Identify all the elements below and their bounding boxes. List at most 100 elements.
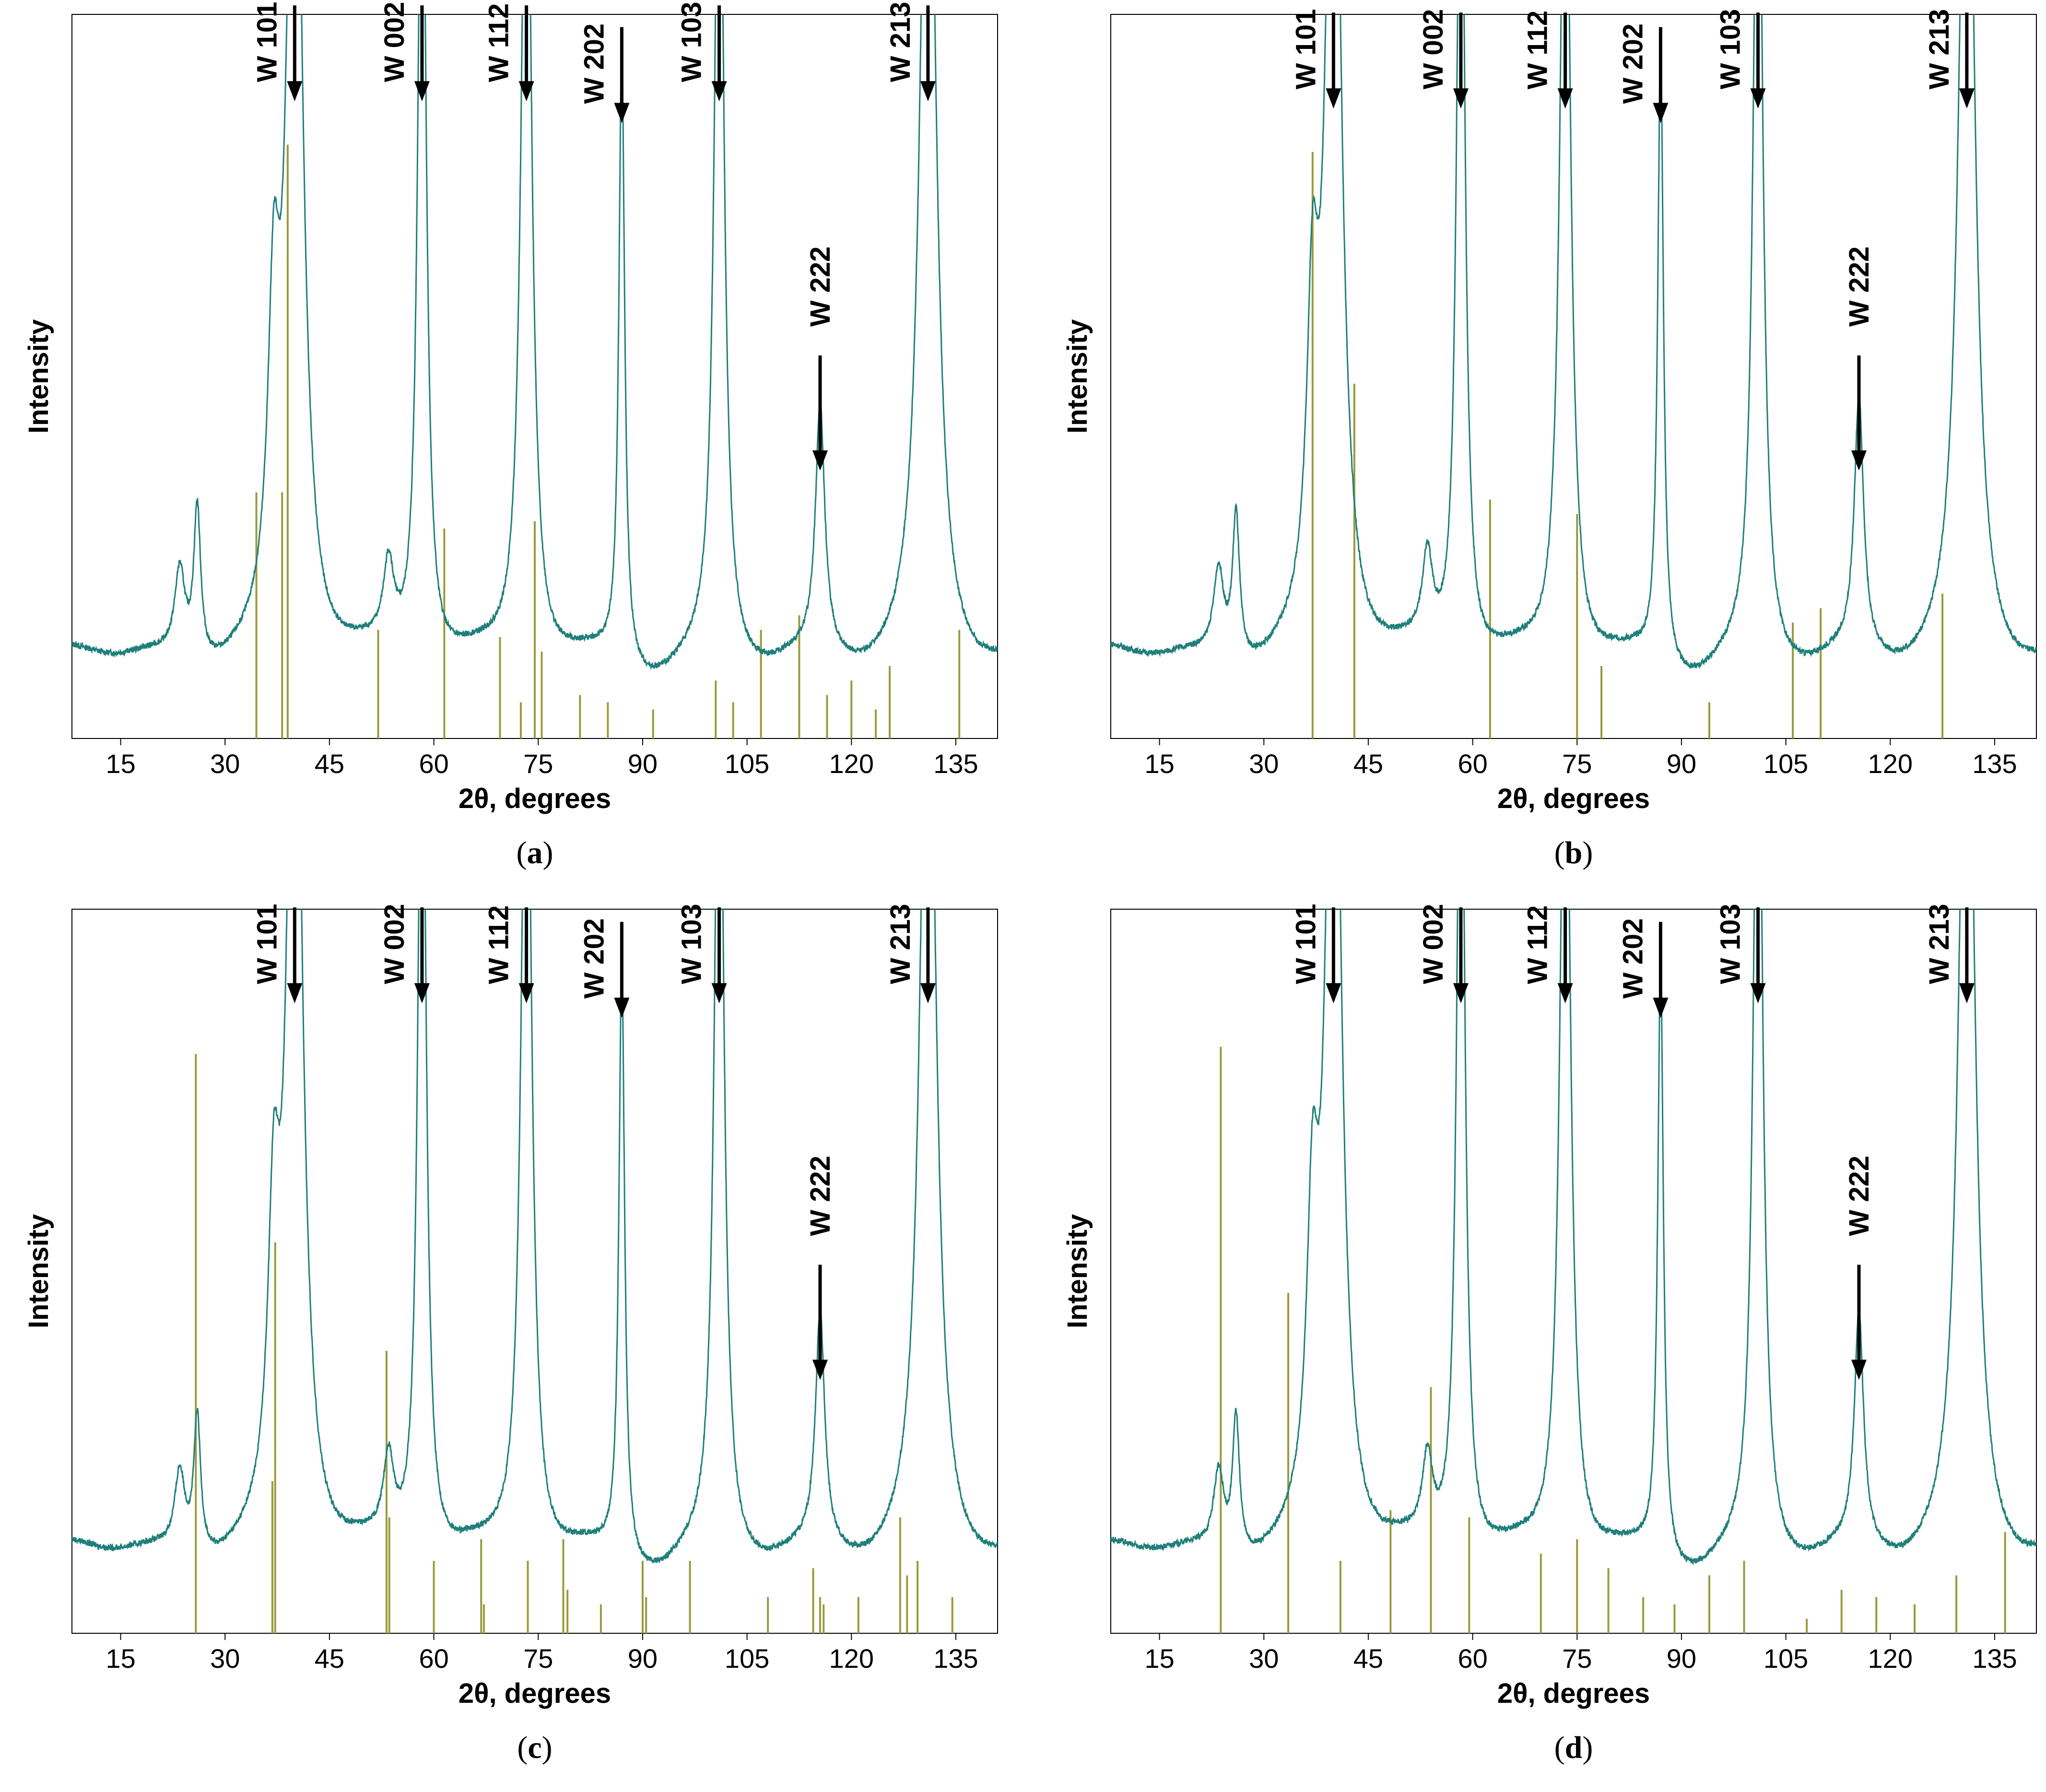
arrow-head <box>812 450 828 471</box>
caption-letter: a <box>527 835 543 870</box>
x-tick-label: 60 <box>1458 749 1487 779</box>
peak-annotation-w-213: W 213 <box>885 2 936 102</box>
chart-panel-b: 15 30 45 60 75 90 105 120 135 2θ, degrees Intensit… <box>1039 0 2046 897</box>
peak-label: W 112 <box>483 3 515 82</box>
arrow-head <box>414 983 430 1004</box>
x-tick-label: 135 <box>933 1643 978 1674</box>
peak-label: W 002 <box>1418 904 1449 984</box>
x-tick-label: 30 <box>210 749 240 779</box>
arrow-head <box>920 983 936 1004</box>
x-tick-label: 60 <box>419 1643 448 1674</box>
y-axis-label: Intensity <box>1062 1214 1093 1329</box>
peak-annotation-w-112: W 112 <box>1522 11 1573 109</box>
peak-annotation-w-112: W 112 <box>1522 905 1573 1004</box>
peak-label: W 202 <box>1617 918 1648 999</box>
peak-label: W 202 <box>1617 23 1648 104</box>
peak-label: W 002 <box>379 2 410 82</box>
x-tick-label: 15 <box>106 749 135 779</box>
arrow-head <box>1959 88 1975 109</box>
peak-label: W 101 <box>1290 904 1321 984</box>
x-tick-label: 135 <box>933 749 978 779</box>
x-tick-label: 30 <box>1249 749 1279 779</box>
chart-panel-d: 15 30 45 60 75 90 105 120 135 2θ, degrees Intensit… <box>1039 895 2046 1792</box>
x-axis-label: 2θ, degrees <box>459 1678 611 1709</box>
x-axis-label: 2θ, degrees <box>459 783 611 814</box>
arrow-head <box>518 81 534 102</box>
plot-frame <box>1110 909 2037 1634</box>
x-tick-label: 105 <box>725 1643 769 1674</box>
plot-frame <box>1110 14 2037 739</box>
arrow-head <box>1557 983 1573 1004</box>
peak-annotation-w-101: W 101 <box>251 2 303 102</box>
reference-lines <box>195 1054 953 1633</box>
arrow-head <box>287 81 303 102</box>
peak-label: W 222 <box>1844 1156 1875 1236</box>
x-tick-label: 90 <box>1667 749 1696 779</box>
x-tick-label: 105 <box>725 749 769 779</box>
peak-annotation-w-002: W 002 <box>379 2 430 102</box>
peak-label: W 101 <box>251 2 282 82</box>
peak-label: W 101 <box>251 904 282 984</box>
x-tick-label: 90 <box>628 1643 658 1674</box>
x-tick-label: 120 <box>1868 749 1913 779</box>
x-axis-label: 2θ, degrees <box>1497 1678 1650 1709</box>
peak-label: W 222 <box>1844 246 1875 327</box>
caption-open: ( <box>517 835 527 870</box>
peak-label: W 213 <box>885 2 916 82</box>
x-tick-label: 30 <box>1249 1643 1279 1674</box>
x-tick-label: 135 <box>1972 749 2017 779</box>
peak-label: W 002 <box>1418 9 1449 90</box>
peak-label: W 213 <box>1924 904 1955 984</box>
peak-label: W 103 <box>676 2 707 82</box>
pattern-line <box>1111 909 2036 1565</box>
peak-annotation-w-222: W 222 <box>805 1156 836 1380</box>
caption-close: ) <box>543 835 553 870</box>
arrow-head <box>711 81 727 102</box>
panel-caption: (a) <box>517 835 553 870</box>
peak-annotation-w-002: W 002 <box>1418 9 1469 109</box>
peak-annotation-w-202: W 202 <box>1617 23 1669 123</box>
peak-annotation-w-202: W 202 <box>1617 918 1669 1018</box>
peak-label: W 103 <box>676 904 707 984</box>
panel-caption: (c) <box>517 1730 552 1765</box>
peak-label: W 213 <box>885 904 916 984</box>
caption-open: ( <box>1554 1730 1565 1765</box>
peak-annotation-w-103: W 103 <box>676 904 727 1004</box>
x-tick-label: 15 <box>1144 749 1174 779</box>
peak-annotation-w-213: W 213 <box>885 904 936 1004</box>
caption-letter: c <box>528 1730 541 1765</box>
x-tick-label: 120 <box>829 1643 874 1674</box>
caption-letter: b <box>1565 835 1583 870</box>
arrow-head <box>1326 88 1341 109</box>
peak-annotation-w-222: W 222 <box>805 246 836 471</box>
arrow-head <box>1653 997 1669 1018</box>
peak-annotation-w-101: W 101 <box>1290 9 1341 109</box>
arrow-head <box>1653 103 1669 123</box>
plot-frame <box>71 909 998 1634</box>
chart-svg-a: 15 30 45 60 75 90 105 120 135 2θ, degrees Intensit… <box>23 2 998 870</box>
x-tick-label: 45 <box>1353 1643 1383 1674</box>
x-tick-label: 75 <box>1562 749 1592 779</box>
panel-caption: (d) <box>1554 1730 1593 1765</box>
arrow-head <box>614 997 630 1018</box>
chart-svg-d: 15 30 45 60 75 90 105 120 135 2θ, degrees Intensit… <box>1062 904 2037 1765</box>
peak-label: W 112 <box>1522 905 1553 984</box>
arrow-head <box>1959 983 1975 1004</box>
x-tick-label: 120 <box>829 749 874 779</box>
y-axis-label: Intensity <box>1062 319 1093 434</box>
peak-annotation-w-002: W 002 <box>379 904 430 1004</box>
peak-annotation-w-222: W 222 <box>1844 246 1875 471</box>
peak-annotation-w-202: W 202 <box>578 23 630 123</box>
arrow-head <box>414 81 430 102</box>
peak-label: W 213 <box>1924 9 1955 90</box>
y-axis-label: Intensity <box>23 319 54 434</box>
peak-label: W 103 <box>1715 9 1746 90</box>
arrow-head <box>1557 88 1573 109</box>
x-tick-label: 45 <box>315 1643 344 1674</box>
x-tick-label: 60 <box>419 749 448 779</box>
reference-lines <box>1220 1046 2006 1633</box>
peak-annotation-w-103: W 103 <box>1715 9 1766 109</box>
peak-label: W 101 <box>1290 9 1321 90</box>
x-tick-label: 90 <box>1667 1643 1696 1674</box>
x-tick-label: 105 <box>1764 1643 1808 1674</box>
